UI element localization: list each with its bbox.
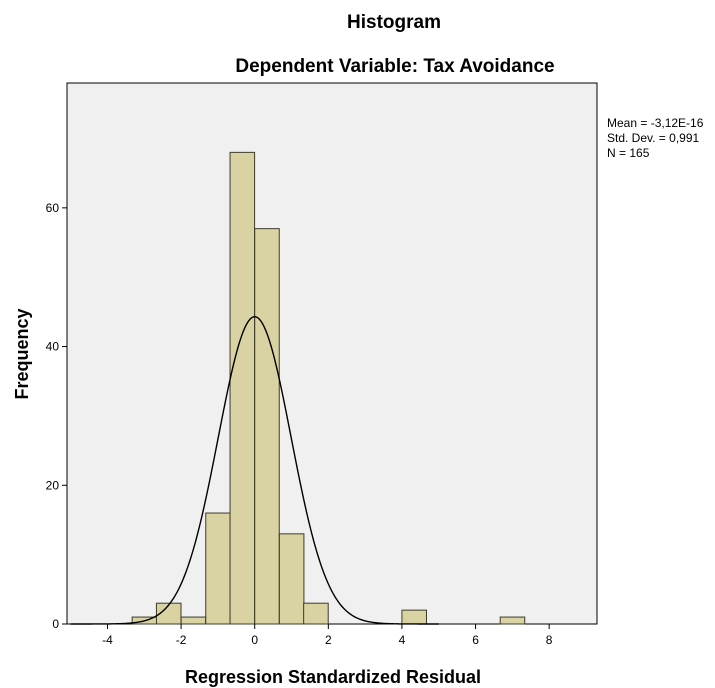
- histogram-bar: [229, 151, 256, 625]
- y-axis-label: Frequency: [12, 308, 32, 399]
- chart-subtitle: Dependent Variable: Tax Avoidance: [235, 56, 554, 77]
- y-tick-label: 0: [52, 617, 59, 631]
- bars-group: [131, 151, 526, 625]
- histogram-bar: [499, 616, 526, 625]
- histogram-bar: [205, 512, 231, 625]
- stats-std-dev: Std. Dev. = 0,991: [607, 131, 699, 145]
- x-tick-label: 2: [325, 633, 332, 647]
- histogram-bar: [180, 616, 207, 625]
- stats-box: Mean = -3,12E-16 Std. Dev. = 0,991 N = 1…: [607, 116, 704, 160]
- y-tick-label: 40: [46, 340, 60, 354]
- stats-mean: Mean = -3,12E-16: [607, 116, 704, 130]
- histogram-bar: [303, 602, 329, 625]
- y-tick-label: 60: [46, 201, 60, 215]
- x-tick-label: -2: [176, 633, 187, 647]
- x-tick-label: -4: [102, 633, 113, 647]
- histogram-bar: [278, 533, 305, 625]
- stats-n: N = 165: [607, 146, 650, 160]
- plot-area: [66, 82, 598, 625]
- chart-title: Histogram: [347, 12, 441, 33]
- x-tick-label: 8: [546, 633, 553, 647]
- y-axis: 0 20 40 60: [46, 201, 67, 631]
- x-tick-label: 4: [399, 633, 406, 647]
- normal-curve: [70, 316, 439, 625]
- histogram-bar: [254, 228, 280, 625]
- x-tick-label: 0: [251, 633, 258, 647]
- x-tick-label: 6: [472, 633, 479, 647]
- x-axis: -4 -2 0 2 4 6 8: [102, 624, 553, 647]
- histogram-bar: [401, 609, 427, 625]
- y-tick-label: 20: [46, 478, 60, 492]
- histogram-bar: [155, 602, 182, 625]
- x-axis-label: Regression Standardized Residual: [185, 667, 481, 687]
